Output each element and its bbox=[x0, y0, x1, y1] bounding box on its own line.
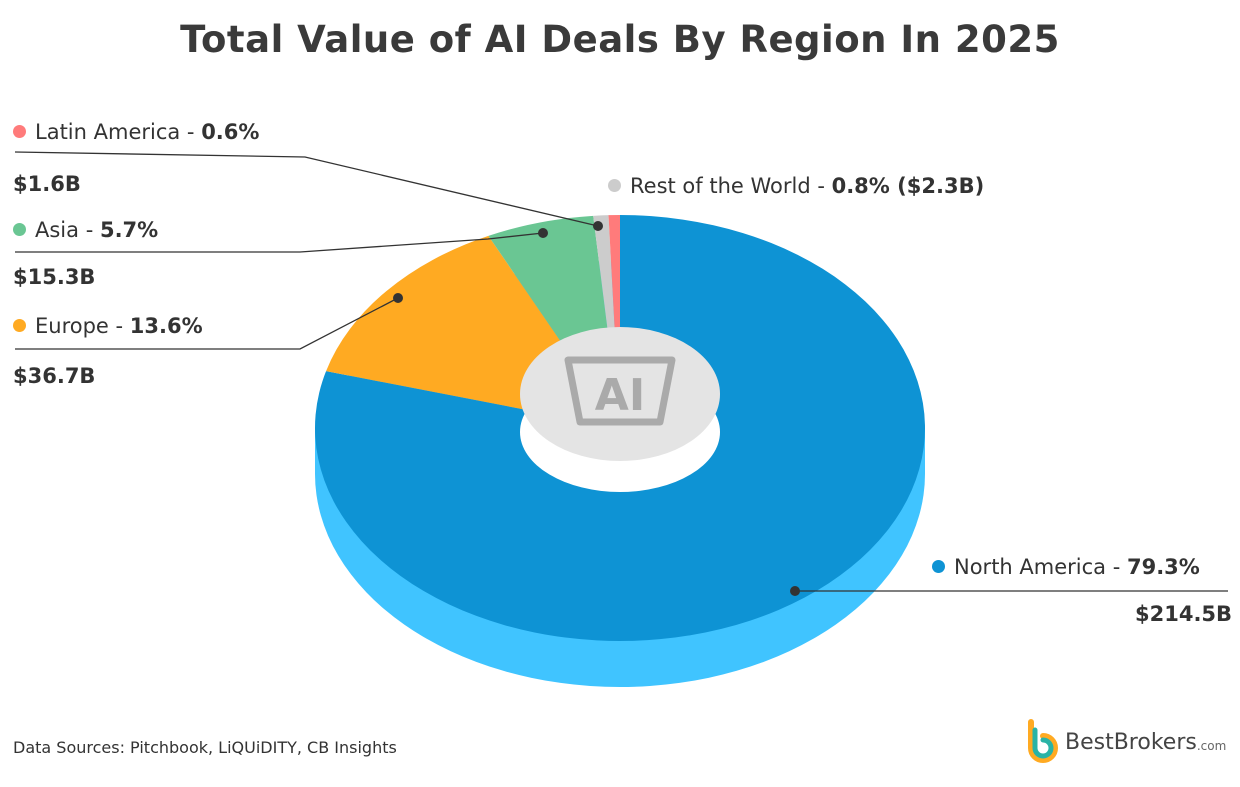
brand-name: BestBrokers bbox=[1065, 729, 1197, 755]
label-europe: Europe - 13.6% bbox=[13, 314, 203, 338]
label-north-america: North America - 79.3% bbox=[932, 555, 1200, 579]
legend-dot bbox=[932, 560, 945, 573]
value-europe: $36.7B bbox=[13, 364, 96, 388]
leader-latin-america bbox=[14, 151, 599, 227]
data-source: Data Sources: Pitchbook, LiQUiDITY, CB I… bbox=[13, 738, 397, 757]
label-rest-of-world: Rest of the World - 0.8% ($2.3B) bbox=[608, 174, 984, 198]
ai-chip-icon bbox=[564, 356, 676, 426]
value-asia: $15.3B bbox=[13, 265, 96, 289]
label-latin-america: Latin America - 0.6% bbox=[13, 120, 259, 144]
brand-logo-icon bbox=[1028, 719, 1058, 763]
leader-europe-dot bbox=[393, 293, 403, 303]
legend-dot bbox=[13, 223, 26, 236]
leader-latin-america-dot bbox=[593, 221, 603, 231]
value-latin-america: $1.6B bbox=[13, 172, 81, 196]
chart-title: Total Value of AI Deals By Region In 202… bbox=[180, 18, 1060, 61]
legend-dot bbox=[13, 125, 26, 138]
label-asia: Asia - 5.7% bbox=[13, 218, 158, 242]
leader-europe bbox=[15, 297, 399, 350]
brand-logo: BestBrokers .com bbox=[1025, 718, 1226, 766]
pct: 0.6% bbox=[201, 120, 260, 144]
leader-north-america-dot bbox=[790, 586, 800, 596]
legend-dot bbox=[13, 319, 26, 332]
leader-asia bbox=[15, 232, 544, 253]
legend-dot bbox=[608, 179, 621, 192]
ai-icon-text: AI bbox=[595, 370, 645, 421]
brand-suffix: .com bbox=[1196, 739, 1227, 753]
value-north-america: $214.5B bbox=[1135, 602, 1233, 626]
leader-asia-dot bbox=[538, 228, 548, 238]
